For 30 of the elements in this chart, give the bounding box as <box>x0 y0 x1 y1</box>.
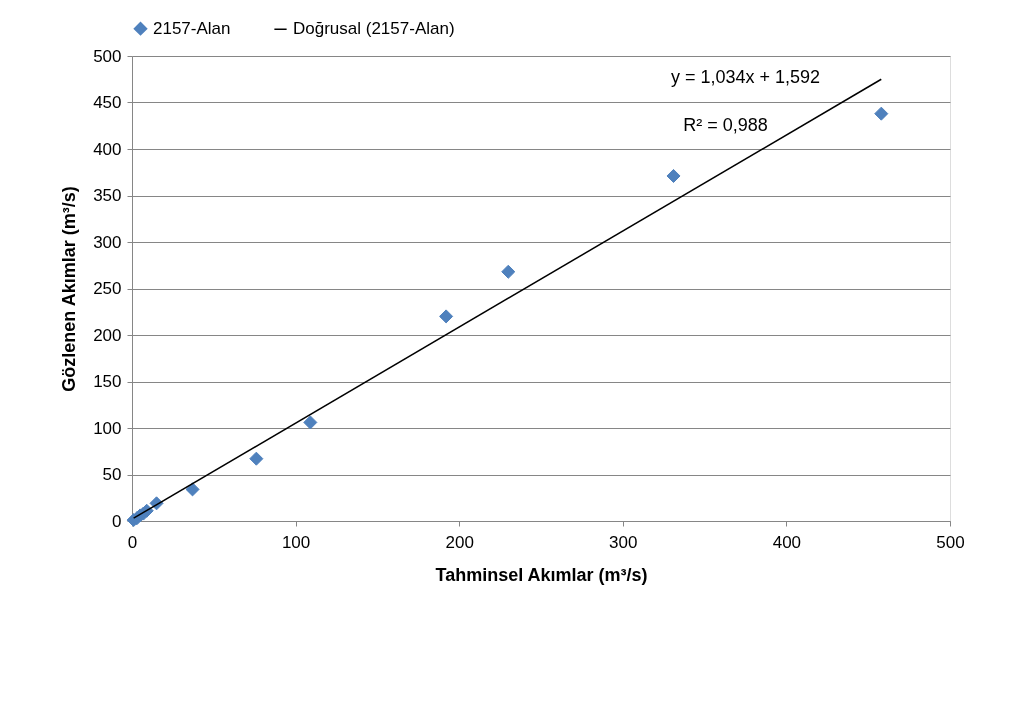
y-tick-label: 300 <box>93 232 122 252</box>
x-tick-label: 300 <box>609 532 638 552</box>
x-tick-label: 0 <box>127 532 138 552</box>
point <box>249 451 264 466</box>
annotation: R² = 0,988 <box>683 115 768 135</box>
y-tick-label: 400 <box>93 139 122 159</box>
legend-label: Doğrusal (2157-Alan) <box>293 19 455 39</box>
point <box>666 168 681 183</box>
y-axis-title: Gözlenen Akımlar (m³/s) <box>59 186 80 392</box>
point <box>303 415 318 430</box>
y-tick-label: 150 <box>93 372 122 391</box>
y-tick-label: 450 <box>93 93 122 112</box>
x-tick-label: 400 <box>772 532 802 552</box>
x-tick-label: 500 <box>936 532 965 552</box>
legend-label: 2157-Alan <box>153 18 231 38</box>
point <box>874 106 889 121</box>
annotation: y = 1,034x + 1,592 <box>670 67 821 87</box>
y-tick-label: 100 <box>93 418 122 438</box>
y-tick-label: 50 <box>102 465 122 484</box>
point <box>185 482 200 497</box>
x-tick-label: 100 <box>281 532 311 552</box>
point <box>501 264 516 279</box>
y-tick-label: 350 <box>93 186 122 205</box>
y-tick-label: 500 <box>93 46 122 66</box>
point <box>439 309 454 324</box>
x-axis-title: Tahminsel Akımlar (m³/s) <box>435 564 648 585</box>
y-tick-label: 250 <box>93 279 122 298</box>
y-tick-label: 200 <box>93 325 122 345</box>
y-tick-label: 0 <box>112 511 122 531</box>
x-tick-label: 200 <box>445 532 474 552</box>
